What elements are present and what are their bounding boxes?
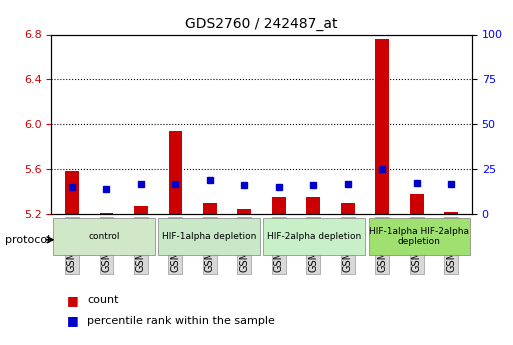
Bar xyxy=(444,212,458,214)
FancyBboxPatch shape xyxy=(368,218,470,255)
Bar xyxy=(306,197,320,214)
Text: ■: ■ xyxy=(67,314,78,327)
Title: GDS2760 / 242487_at: GDS2760 / 242487_at xyxy=(185,17,338,31)
Text: protocol: protocol xyxy=(5,235,50,245)
FancyBboxPatch shape xyxy=(53,218,155,255)
Text: percentile rank within the sample: percentile rank within the sample xyxy=(87,316,275,326)
Text: ■: ■ xyxy=(67,294,78,307)
Bar xyxy=(376,39,389,214)
Text: HIF-1alpha HIF-2alpha
depletion: HIF-1alpha HIF-2alpha depletion xyxy=(369,227,469,246)
Bar xyxy=(203,203,217,214)
Bar xyxy=(65,171,79,214)
Bar xyxy=(272,197,286,214)
Text: HIF-2alpha depletion: HIF-2alpha depletion xyxy=(267,232,361,241)
Bar xyxy=(169,131,182,214)
Bar xyxy=(100,213,113,214)
FancyBboxPatch shape xyxy=(158,218,260,255)
Bar xyxy=(341,203,354,214)
Bar xyxy=(238,209,251,214)
Bar xyxy=(410,194,424,214)
Bar xyxy=(134,206,148,214)
Text: control: control xyxy=(88,232,120,241)
Text: HIF-1alpha depletion: HIF-1alpha depletion xyxy=(162,232,256,241)
Text: count: count xyxy=(87,295,119,305)
FancyBboxPatch shape xyxy=(263,218,365,255)
